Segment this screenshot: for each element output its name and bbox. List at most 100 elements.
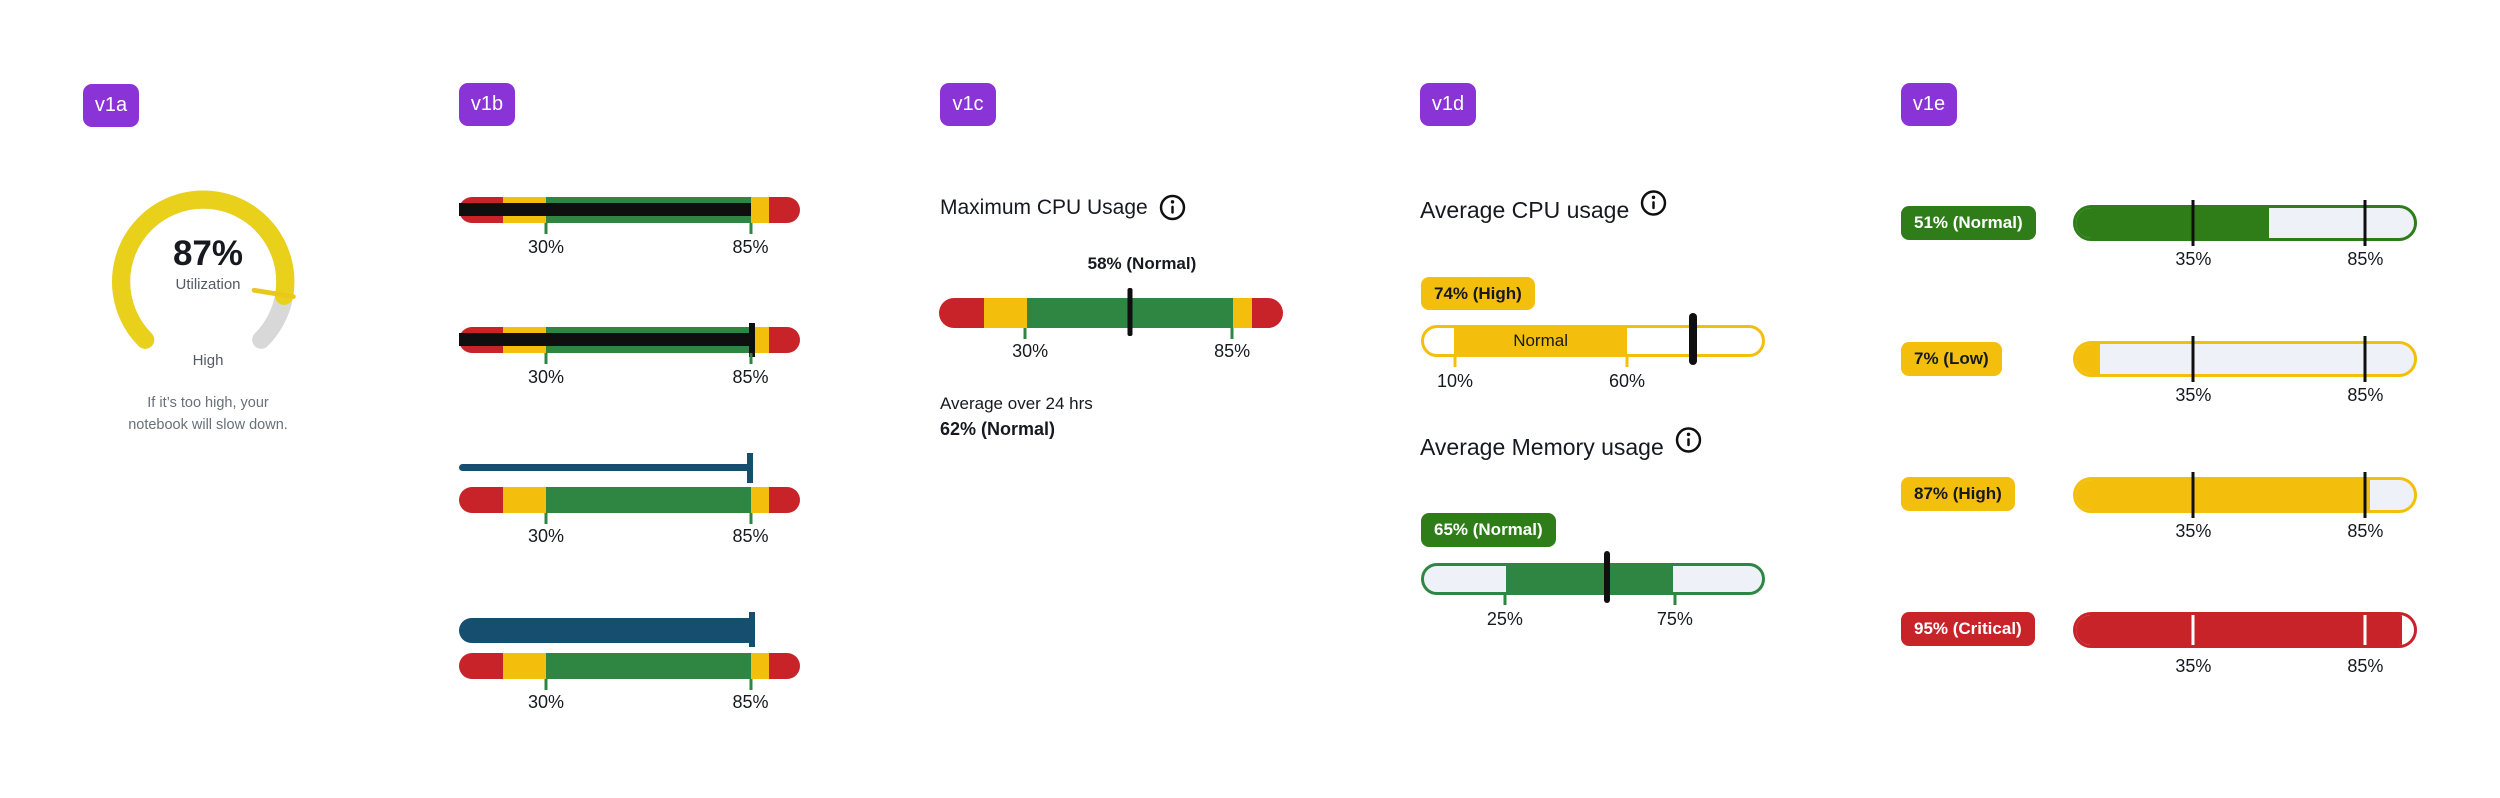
info-icon-glyph: [1641, 190, 1667, 216]
v1d-memory-title: Average Memory usage: [1420, 434, 1664, 460]
threshold-label: 35%: [2175, 385, 2212, 405]
threshold-tick: [2191, 615, 2195, 645]
threshold-tick: [749, 223, 753, 234]
threshold-label: 35%: [2175, 249, 2212, 269]
value-end-cap: [748, 612, 755, 647]
normal-range-segment: Normal: [1454, 328, 1627, 354]
threshold-label: 30%: [1012, 341, 1049, 361]
v1b-bar-thick-above: 30% 85%: [459, 612, 800, 722]
threshold-label: 85%: [732, 237, 769, 257]
zone-red-high: [769, 653, 800, 679]
zone-yellow-high: [1233, 298, 1253, 328]
range-tick: [1625, 357, 1629, 367]
zone-red-high: [769, 327, 800, 353]
zone-yellow-high: [750, 653, 770, 679]
zone-red-high: [769, 197, 800, 223]
threshold-label: 85%: [2347, 385, 2384, 405]
usage-fill: [2076, 615, 2403, 645]
threshold-label: 30%: [527, 237, 564, 257]
threshold-label: 85%: [732, 367, 769, 387]
info-icon[interactable]: [1675, 426, 1702, 453]
gauge-value: 87%: [172, 234, 244, 273]
gauge-value-caption: Utilization: [175, 276, 241, 293]
usage-chip-critical: 95% (Critical): [1901, 612, 2035, 646]
zone-track: [939, 298, 1283, 328]
zone-yellow-low: [983, 298, 1027, 328]
v1d-memory-title-row: Average Memory usage: [1420, 427, 1702, 461]
threshold-label: 30%: [527, 367, 564, 387]
zone-red-low: [459, 653, 504, 679]
threshold-label: 35%: [2175, 521, 2212, 541]
range-label: 75%: [1656, 609, 1693, 629]
threshold-tick: [749, 679, 753, 690]
v1d-memory-bar: 25% 75%: [1421, 551, 1765, 653]
range-label: 10%: [1437, 371, 1474, 391]
zone-yellow-low: [503, 487, 546, 513]
v1e-bar-normal: 35% 85%: [2073, 200, 2417, 295]
v1c-gauge-bar: 58% (Normal) 30% 85%: [939, 254, 1283, 378]
v1b-bar-line-above: 30% 85%: [459, 453, 800, 558]
zone-yellow-low: [503, 653, 546, 679]
gauge-needle: [251, 287, 296, 300]
value-marker: [1688, 313, 1697, 365]
utilization-gauge: 87% Utilization: [103, 190, 313, 362]
threshold-tick: [2191, 472, 2195, 518]
threshold-tick: [2191, 200, 2195, 246]
v1c-title: Maximum CPU Usage: [940, 195, 1148, 219]
threshold-tick: [1230, 328, 1234, 339]
threshold-tick: [544, 223, 548, 234]
zone-green: [545, 487, 751, 513]
zone-red-high: [769, 487, 800, 513]
v1e-bar-high: 35% 85%: [2073, 472, 2417, 567]
zone-track: [459, 653, 800, 679]
range-label: 60%: [1609, 371, 1646, 391]
threshold-tick: [1023, 328, 1027, 339]
v1d-cpu-bar: Normal 10% 60%: [1421, 313, 1765, 415]
info-icon[interactable]: [1159, 194, 1186, 221]
gauge-note: If it’s too high, your notebook will slo…: [58, 392, 358, 436]
info-icon[interactable]: [1640, 189, 1667, 216]
usage-fill: [2076, 344, 2100, 374]
threshold-tick: [544, 679, 548, 690]
threshold-label: 35%: [2175, 656, 2212, 676]
threshold-label: 85%: [2347, 249, 2384, 269]
cpu-status-chip: 74% (High): [1421, 277, 1535, 310]
range-tick: [1453, 357, 1457, 367]
info-icon-glyph: [1159, 194, 1185, 221]
value-marker: [1603, 551, 1610, 603]
usage-chip-normal: 51% (Normal): [1901, 206, 2036, 240]
usage-fill: [2076, 208, 2269, 238]
threshold-label: 85%: [1214, 341, 1251, 361]
threshold-tick: [544, 353, 548, 364]
pill-track: [2073, 612, 2417, 648]
zone-red-high: [1252, 298, 1283, 328]
threshold-tick: [2363, 336, 2367, 382]
value-bar: [459, 333, 751, 346]
zone-red-low: [459, 487, 504, 513]
zone-green: [545, 653, 751, 679]
gauge-progress-arc: [112, 190, 295, 349]
threshold-tick: [2363, 615, 2367, 645]
v1d-cpu-title: Average CPU usage: [1420, 197, 1630, 223]
range-tick: [1503, 595, 1507, 605]
zone-red-low: [939, 298, 984, 328]
v1e-bar-critical: 35% 85%: [2073, 612, 2417, 702]
value-bar: [459, 618, 752, 643]
value-line: [459, 464, 750, 471]
threshold-tick: [544, 513, 548, 524]
gauge-svg: [112, 190, 296, 349]
threshold-label: 85%: [732, 692, 769, 712]
gauge-note-line2: notebook will slow down.: [128, 417, 288, 433]
memory-status-chip: 65% (Normal): [1421, 513, 1556, 547]
normal-range-segment: [1506, 566, 1674, 592]
gauge-note-line1: If it’s too high, your: [147, 395, 269, 411]
threshold-label: 85%: [2347, 521, 2384, 541]
pill-track: [1421, 563, 1765, 595]
threshold-label: 85%: [732, 526, 769, 546]
threshold-tick: [2363, 200, 2367, 246]
version-badge-v1c: v1c: [940, 83, 996, 126]
pill-track: [2073, 205, 2417, 241]
threshold-label: 30%: [527, 526, 564, 546]
avg-value: 62% (Normal): [940, 419, 1056, 439]
threshold-tick: [2191, 336, 2195, 382]
